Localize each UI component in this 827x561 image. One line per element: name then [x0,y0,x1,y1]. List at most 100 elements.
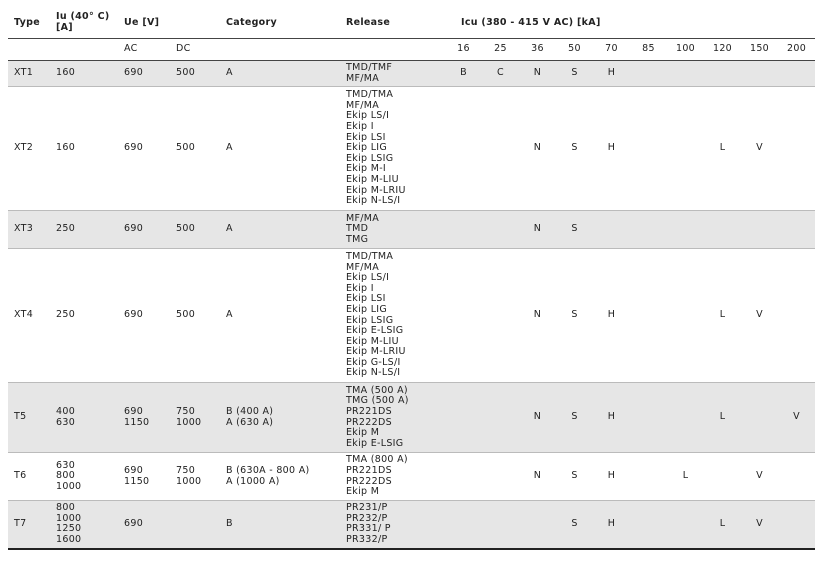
iu-line: 1600 [56,533,82,545]
icu-value [741,61,778,87]
icu-value-text: H [607,411,616,423]
type: T6 [8,453,50,501]
type-header: Type [8,8,50,39]
icu-value [482,87,519,211]
release-line: Ekip I [346,282,374,294]
ue-ac: 690 [118,211,170,249]
icu-value: S [556,501,593,549]
icu-value-text: L [719,411,726,423]
iu: 250 [50,211,118,249]
release-line: Ekip M [346,486,380,498]
ac-header: AC [118,39,170,61]
iu: 800 1000 1250 1600 [50,501,118,549]
release: TMA (800 A) PR221DS PR222DS Ekip M [340,453,445,501]
icu-value: H [593,249,630,383]
release-line: PR222DS [346,475,392,487]
category: A [220,249,340,383]
release-line: PR221DS [346,405,392,417]
icu-value-text: L [719,517,726,529]
category: A [220,211,340,249]
icu-value-text: L [719,309,726,321]
ac-header-text: AC [124,43,138,55]
icu-value: S [556,249,593,383]
type-text: T5 [14,411,27,423]
icu-value: S [556,61,593,87]
icu-value [630,383,667,453]
category-line: A [226,309,233,321]
iu-line: 630 [56,459,76,471]
icu-value [445,249,482,383]
ue-ac-line: 690 [124,142,144,154]
blank [340,39,445,61]
release: PR231/P PR232/P PR331/ P PR332/P [340,501,445,549]
ue-ac: 690 [118,501,170,549]
type: XT1 [8,61,50,87]
icu-value-text: V [756,517,763,529]
ue-ac: 690 1150 [118,453,170,501]
icu-column-header-text: 120 [712,43,733,55]
icu-value-text: N [533,67,542,79]
type-text: XT3 [14,223,34,235]
icu-value [778,453,815,501]
icu-value [741,211,778,249]
iu-line: 630 [56,416,76,428]
icu-column-header: 200 [778,39,815,61]
release-header-text: Release [346,16,391,28]
icu-value-text: N [533,411,542,423]
ue-dc: 500 [170,249,220,383]
icu-value-text: V [756,142,763,154]
breaker-row: XT1 160 690 500 A TMD/TMF MF/MA B C N S H [8,60,816,87]
ue-dc: 750 1000 [170,383,220,453]
icu-value: H [593,383,630,453]
release-line: Ekip LSIG [346,152,394,164]
ue-ac: 690 1150 [118,383,170,453]
release-line: Ekip E-LSIG [346,325,404,337]
release-line: Ekip LSI [346,131,386,143]
type-header-text: Type [14,16,40,28]
icu-column-header-text: 150 [749,43,770,55]
icu-value [445,211,482,249]
category: B (400 A) A (630 A) [220,383,340,453]
release-line: Ekip M-LRIU [346,346,406,358]
icu-value-text: S [571,67,578,79]
breaker-row: XT3 250 690 500 A MF/MA TMD TMG N S [8,210,816,249]
icu-value [704,453,741,501]
category-line: A (1000 A) [226,475,280,487]
breaker-row: T6 630 800 1000 690 1150 750 1000 B (630A - 800 … [8,453,816,501]
category-line: A [226,67,233,79]
icu-value-text: C [497,67,504,79]
release-line: Ekip LIG [346,303,388,315]
icu-value [741,383,778,453]
ue-ac-line: 690 [124,405,144,417]
breaker-row: XT2 160 690 500 A TMD/TMA MF/MA Ekip LS/I Ekip I… [8,87,816,211]
icu-value [482,211,519,249]
category: A [220,61,340,87]
release-line: Ekip N-LS/I [346,367,401,379]
category-header: Category [220,8,340,39]
breaker-row: XT4 250 690 500 A TMD/TMA MF/MA Ekip LS/I Ekip I… [8,249,816,383]
release-line: MF/MA [346,261,380,273]
iu-line: 160 [56,67,76,79]
icu-value-text: H [607,309,616,321]
dc-header-text: DC [176,43,191,55]
icu-value [630,211,667,249]
icu-header: Icu (380 - 415 V AC) [kA] [445,8,815,39]
icu-column-header: 100 [667,39,704,61]
release-line: Ekip I [346,121,374,133]
release-line: TMA (500 A) [346,384,408,396]
icu-value: V [741,453,778,501]
icu-value-text: S [571,517,578,529]
type-text: XT2 [14,142,34,154]
icu-value: S [556,87,593,211]
icu-value [704,211,741,249]
icu-value [704,61,741,87]
icu-column-header-text: 16 [457,43,470,55]
release: TMD/TMF MF/MA [340,61,445,87]
iu-line: 160 [56,142,76,154]
release-line: Ekip M-I [346,163,387,175]
header-row: Type Iu (40° C) [A] Ue [V] Category Release Ic… [8,8,816,39]
icu-value-text: H [607,470,616,482]
category: A [220,87,340,211]
icu-column-header-text: 85 [642,43,655,55]
release-line: MF/MA [346,212,380,224]
